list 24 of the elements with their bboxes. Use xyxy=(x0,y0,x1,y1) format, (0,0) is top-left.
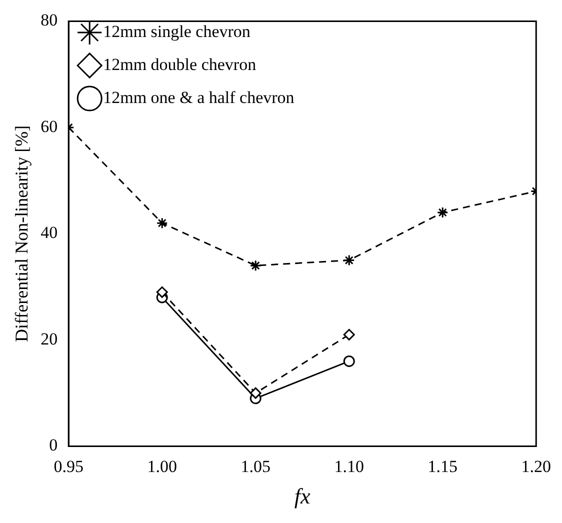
y-tick-label: 20 xyxy=(40,329,58,348)
y-axis-title: Differential Non-linearity [%] xyxy=(12,125,32,342)
x-tick-label: 1.15 xyxy=(428,456,458,476)
x-tick-label: 1.05 xyxy=(240,456,270,476)
x-tick-label: 0.95 xyxy=(54,456,84,476)
point xyxy=(250,387,262,399)
y-tick-label: 0 xyxy=(49,436,58,455)
x-tick-label: 1.20 xyxy=(521,456,551,476)
legend-label: 12mm single chevron xyxy=(103,22,251,41)
y-tick-label: 40 xyxy=(40,223,58,242)
point xyxy=(343,328,355,340)
point xyxy=(343,355,355,367)
point xyxy=(250,260,262,272)
y-tick-label: 60 xyxy=(40,116,58,136)
y-tick-label: 80 xyxy=(40,10,58,30)
point xyxy=(156,286,168,298)
x-tick-label: 1.10 xyxy=(334,456,364,476)
x-axis-title: fx xyxy=(294,484,311,509)
legend-label: 12mm one & a half chevron xyxy=(103,88,295,107)
point xyxy=(436,206,448,218)
x-tick-label: 1.00 xyxy=(147,456,177,476)
point xyxy=(343,254,355,266)
point xyxy=(156,217,168,229)
legend-label: 12mm double chevron xyxy=(103,54,257,74)
